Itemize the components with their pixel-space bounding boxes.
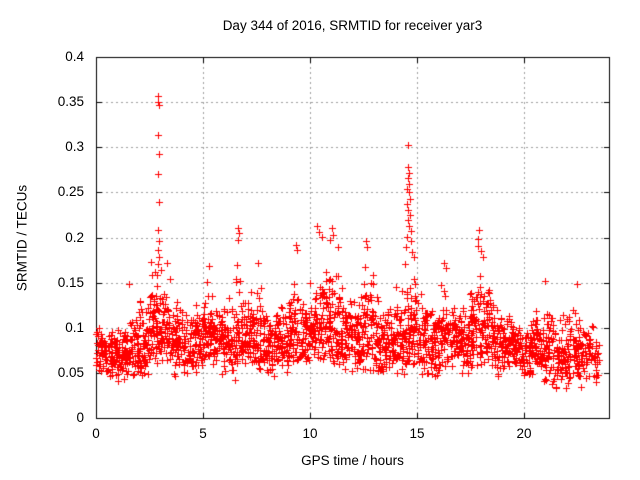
y-tick-label: 0 — [76, 410, 84, 425]
y-tick-label: 0.25 — [57, 184, 84, 199]
x-tick-label: 10 — [302, 426, 318, 441]
y-tick-label: 0.1 — [65, 320, 84, 335]
y-tick-label: 0.35 — [57, 94, 84, 109]
x-tick-label: 5 — [199, 426, 207, 441]
y-tick-label: 0.15 — [57, 275, 84, 290]
x-axis-label: GPS time / hours — [301, 453, 404, 468]
x-tick-label: 0 — [92, 426, 100, 441]
y-tick-label: 0.2 — [65, 230, 84, 245]
x-tick-label: 20 — [516, 426, 532, 441]
y-tick-label: 0.4 — [65, 49, 84, 64]
y-tick-label: 0.3 — [65, 139, 84, 154]
chart-title: Day 344 of 2016, SRMTID for receiver yar… — [222, 18, 483, 33]
x-tick-label: 15 — [409, 426, 425, 441]
y-tick-label: 0.05 — [57, 365, 84, 380]
